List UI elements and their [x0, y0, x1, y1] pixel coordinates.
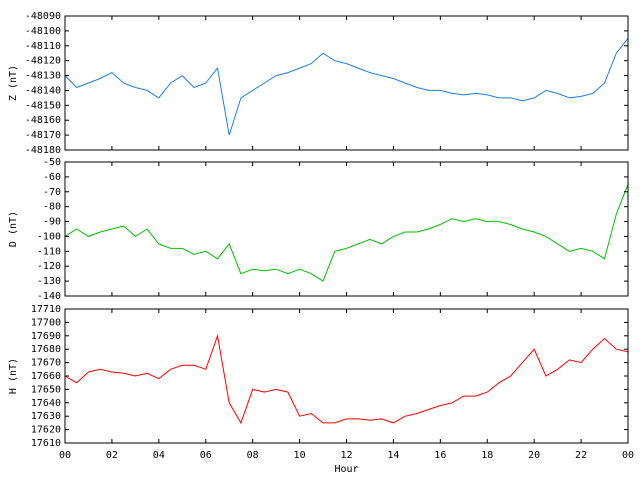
x-tick-label: 00 [622, 450, 634, 461]
x-tick-label: 00 [59, 450, 71, 461]
data-line [64, 184, 629, 282]
y-tick-label: -130 [37, 276, 61, 287]
y-tick-label: 17610 [31, 438, 61, 449]
x-tick-label: 22 [575, 450, 587, 461]
plot-frame [64, 161, 629, 297]
x-tick-label: 20 [528, 450, 540, 461]
x-tick-label: 02 [106, 450, 118, 461]
y-tick-label: 17650 [31, 384, 61, 395]
y-tick-label: 17630 [31, 411, 61, 422]
y-tick-label: -48130 [25, 71, 61, 82]
y-tick-label: -70 [43, 187, 61, 198]
y-axis-label: D (nT) [8, 211, 19, 247]
x-tick-label: 16 [434, 450, 446, 461]
y-tick-label: 17680 [31, 344, 61, 355]
data-line [64, 333, 629, 425]
y-tick-label: -110 [37, 246, 61, 257]
y-tick-label: -100 [37, 231, 61, 242]
y-tick-label: -48090 [25, 11, 61, 22]
y-tick-label: -90 [43, 217, 61, 228]
y-axis-label: Z (nT) [8, 65, 19, 101]
y-tick-label: 17660 [31, 371, 61, 382]
plot-frame [64, 15, 629, 151]
y-tick-label: -48100 [25, 26, 61, 37]
plot-frame [64, 308, 629, 444]
y-tick-label: -48170 [25, 130, 61, 141]
y-tick-label: -48180 [25, 145, 61, 156]
x-tick-label: 06 [200, 450, 212, 461]
x-tick-label: 18 [481, 450, 493, 461]
y-tick-label: -48120 [25, 56, 61, 67]
x-tick-label: 08 [247, 450, 259, 461]
y-tick-label: -60 [43, 172, 61, 183]
y-tick-label: -50 [43, 157, 61, 168]
y-axis-label: H (nT) [8, 358, 19, 394]
x-tick-label: 10 [294, 450, 306, 461]
x-axis-label: Hour [334, 464, 358, 475]
y-tick-label: 17640 [31, 398, 61, 409]
y-tick-label: -80 [43, 202, 61, 213]
y-tick-label: 17690 [31, 331, 61, 342]
y-tick-label: -48140 [25, 85, 61, 96]
x-tick-label: 12 [340, 450, 352, 461]
y-tick-label: -48150 [25, 100, 61, 111]
y-tick-label: 17670 [31, 358, 61, 369]
y-tick-label: -48110 [25, 41, 61, 52]
y-tick-label: 17710 [31, 304, 61, 315]
y-tick-label: -120 [37, 261, 61, 272]
y-tick-label: -48160 [25, 115, 61, 126]
y-tick-label: -140 [37, 291, 61, 302]
x-tick-label: 04 [153, 450, 165, 461]
data-line [64, 37, 629, 136]
y-tick-label: 17620 [31, 425, 61, 436]
x-tick-label: 14 [387, 450, 399, 461]
y-tick-label: 17700 [31, 317, 61, 328]
